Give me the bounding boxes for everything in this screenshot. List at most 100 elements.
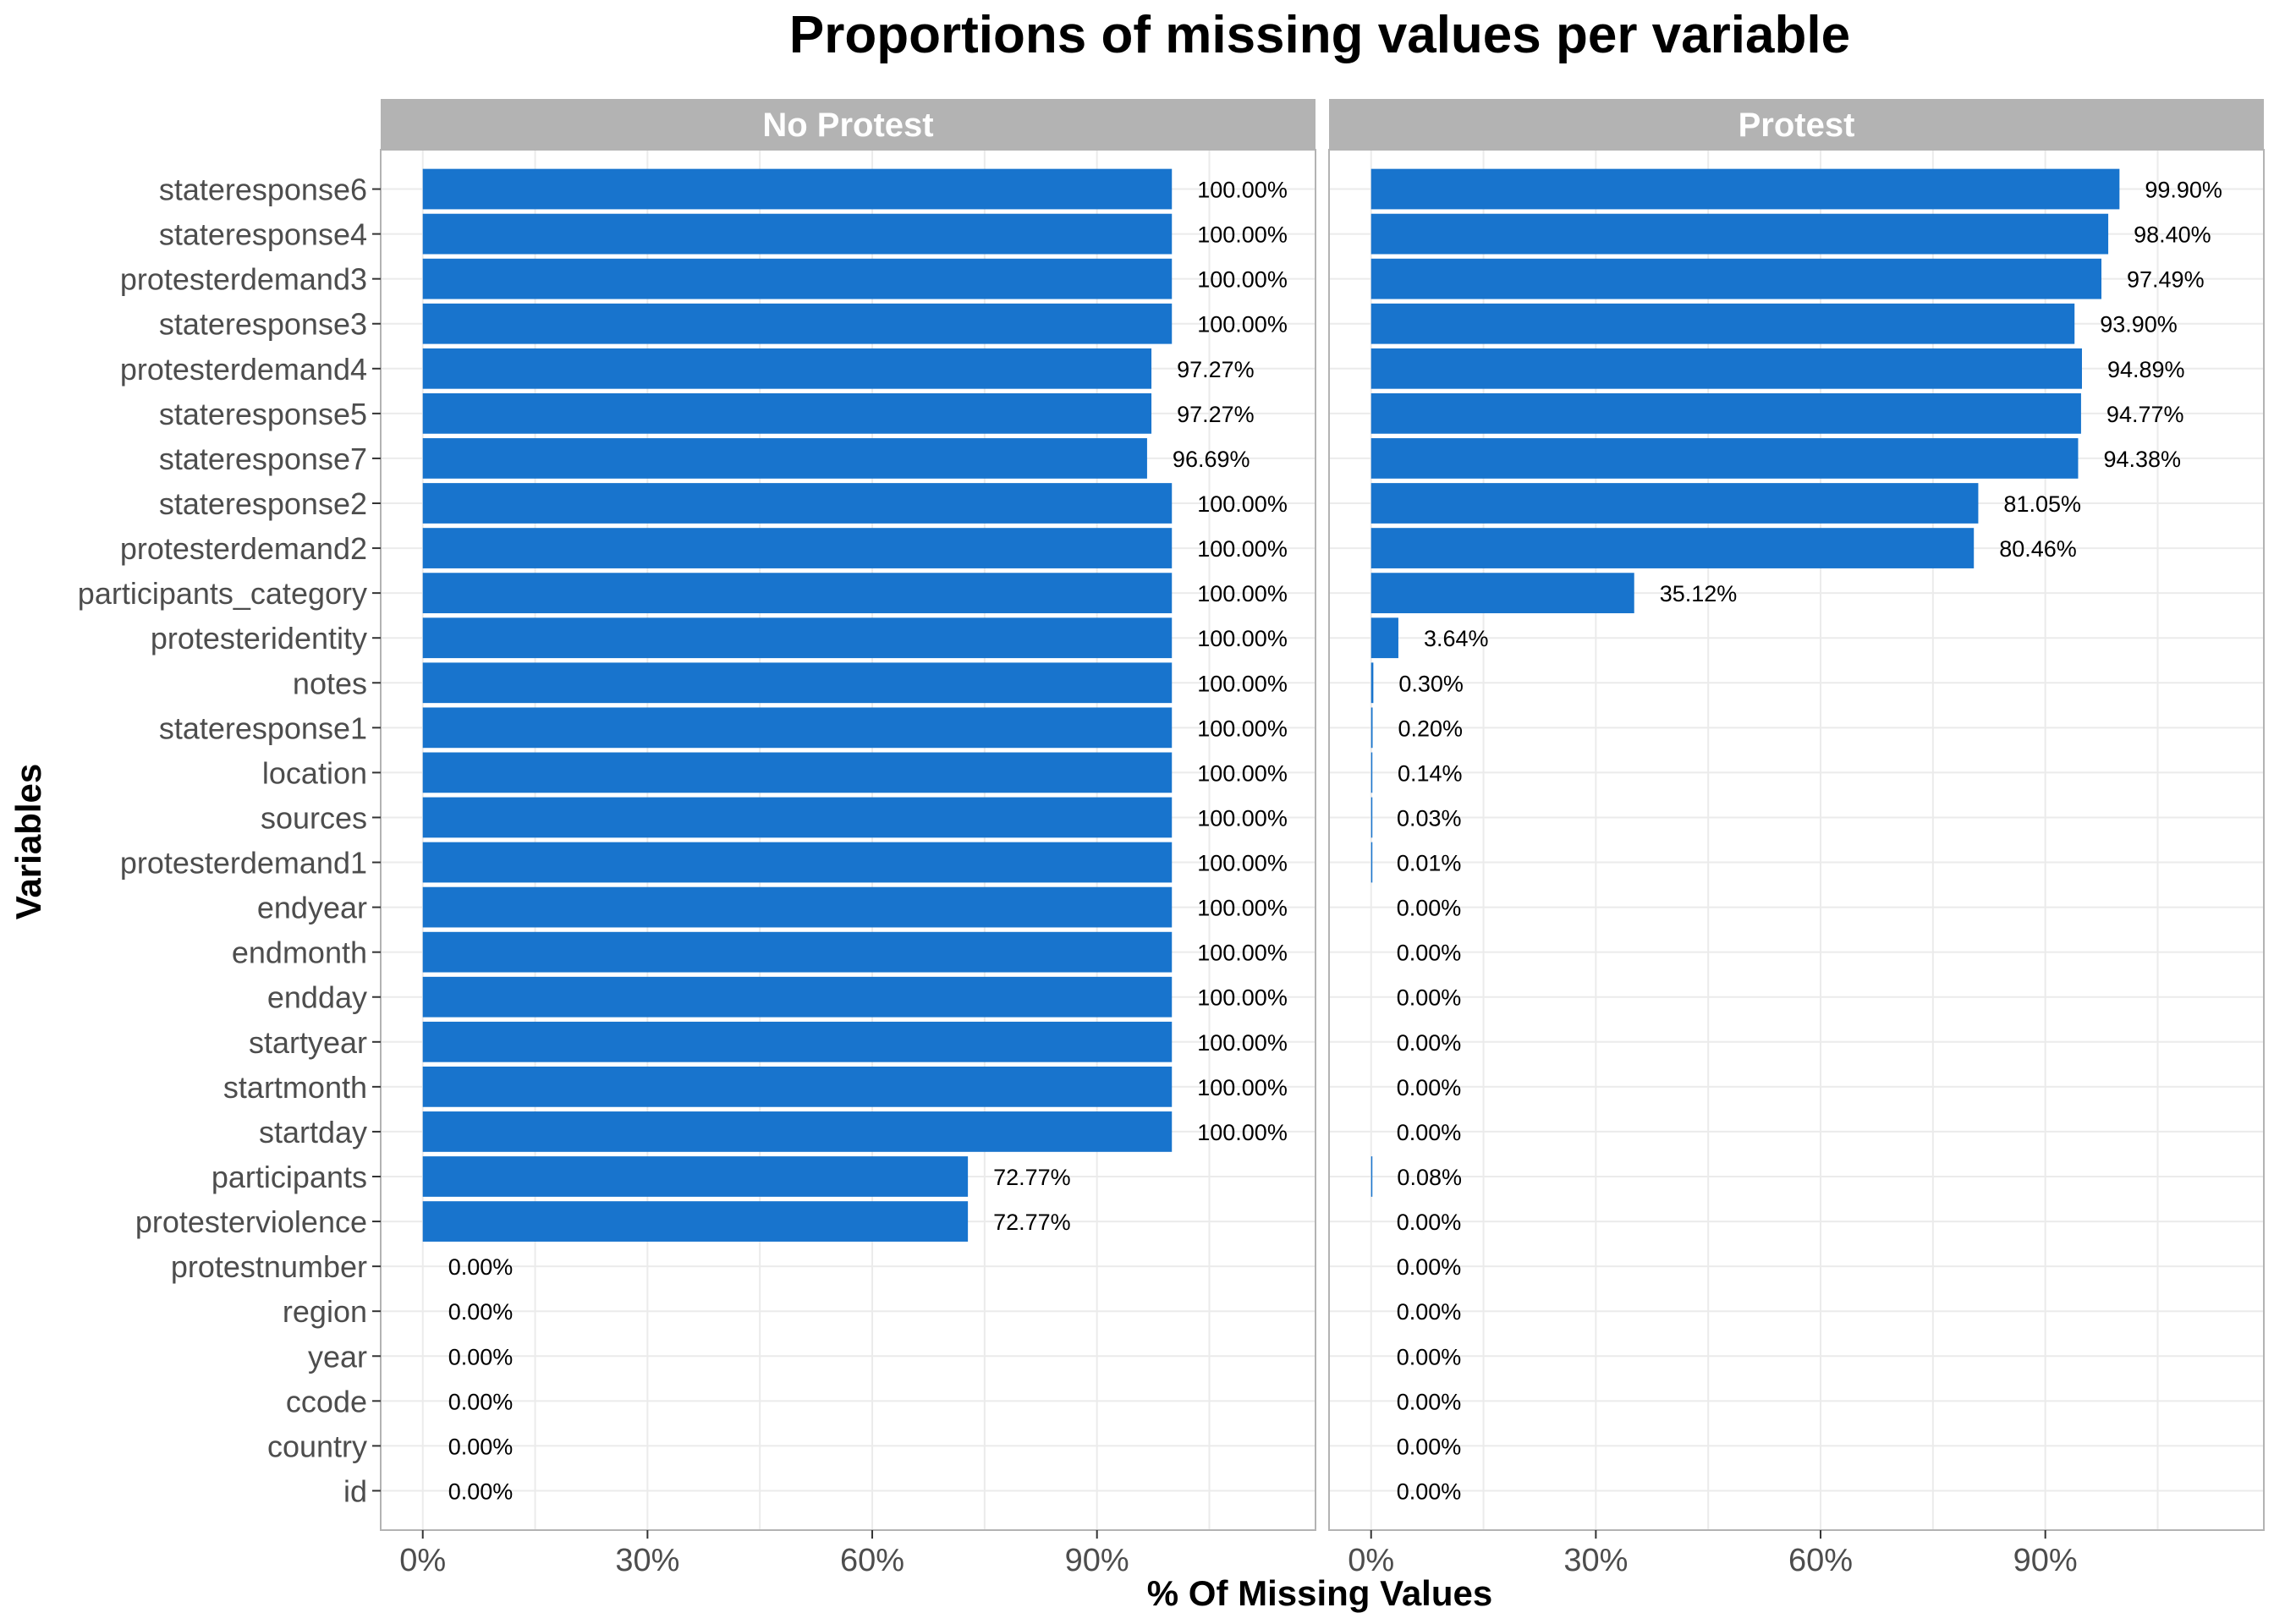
- y-tick-label-id: id: [343, 1473, 367, 1508]
- bar-endmonth: [422, 931, 1173, 973]
- data-label-startyear: 0.00%: [1397, 1030, 1462, 1056]
- data-label-participants_category: 100.00%: [1197, 581, 1288, 606]
- bar-protesterdemand3: [1370, 258, 2102, 299]
- y-tick-label-protesterdemand1: protesterdemand1: [120, 846, 367, 881]
- bar-stateresponse4: [1370, 213, 2109, 255]
- y-tick-label-location: location: [262, 755, 367, 790]
- y-tick-label-year: year: [308, 1339, 367, 1374]
- y-tick-label-participants_category: participants_category: [78, 576, 367, 611]
- bar-stateresponse5: [422, 392, 1152, 434]
- bar-protesterdemand2: [1370, 528, 1975, 568]
- bar-stateresponse2: [1370, 483, 1979, 524]
- data-label-sources: 100.00%: [1197, 805, 1288, 831]
- x-tick-label: 90%: [2013, 1543, 2078, 1578]
- data-label-ccode: 0.00%: [448, 1389, 514, 1414]
- y-tick-label-endyear: endyear: [257, 891, 367, 925]
- data-label-country: 0.00%: [448, 1434, 514, 1459]
- facet-strip-label: Protest: [1738, 107, 1855, 144]
- bar-protesterviolence: [422, 1201, 969, 1242]
- bar-stateresponse7: [422, 438, 1147, 479]
- data-label-protesterdemand1: 0.01%: [1397, 851, 1462, 876]
- data-label-stateresponse4: 100.00%: [1197, 222, 1288, 248]
- data-label-endmonth: 100.00%: [1197, 941, 1288, 966]
- data-label-region: 0.00%: [1397, 1299, 1462, 1325]
- bars: 100.00% 100.00% 100.00% 100.00% 97.27% 97.27%…: [422, 168, 1288, 1504]
- panel-protest: Protest 99.90% 98.40% 97.49% 93.90% 94.89% 94.…: [1328, 99, 2265, 1531]
- y-tick-label-country: country: [267, 1429, 367, 1463]
- data-label-endyear: 100.00%: [1197, 896, 1288, 921]
- data-label-stateresponse5: 94.77%: [2106, 402, 2184, 427]
- data-label-startmonth: 100.00%: [1197, 1075, 1288, 1100]
- data-label-protesterdemand3: 97.49%: [2127, 267, 2205, 293]
- y-tick-label-startday: startday: [259, 1115, 367, 1149]
- bar-startmonth: [422, 1066, 1173, 1107]
- bar-notes: [422, 662, 1173, 704]
- y-tick-label-stateresponse1: stateresponse1: [159, 710, 367, 745]
- data-label-stateresponse7: 96.69%: [1173, 447, 1250, 472]
- y-tick-label-participants: participants: [211, 1160, 367, 1194]
- x-tick-label: 60%: [840, 1543, 904, 1578]
- y-axis-title: Variables: [8, 764, 48, 919]
- x-axis-title: % Of Missing Values: [1147, 1573, 1492, 1613]
- data-label-stateresponse3: 93.90%: [2100, 312, 2178, 337]
- x-axis-no-protest: 0% 30% 60% 90%: [399, 1530, 1129, 1578]
- y-tick-label-stateresponse2: stateresponse2: [159, 486, 367, 521]
- data-label-protesteridentity: 100.00%: [1197, 626, 1288, 651]
- data-label-stateresponse1: 0.20%: [1398, 716, 1463, 741]
- data-label-stateresponse6: 100.00%: [1197, 178, 1288, 203]
- data-label-startyear: 100.00%: [1197, 1030, 1288, 1056]
- y-tick-label-stateresponse7: stateresponse7: [159, 442, 367, 476]
- data-label-protesterdemand4: 94.89%: [2107, 357, 2185, 382]
- bar-sources: [1370, 797, 1373, 838]
- x-tick-label: 30%: [1563, 1543, 1628, 1578]
- data-label-notes: 100.00%: [1197, 671, 1288, 696]
- y-tick-label-protesteridentity: protesteridentity: [151, 621, 367, 656]
- bar-stateresponse1: [422, 707, 1173, 749]
- data-label-stateresponse4: 98.40%: [2134, 222, 2211, 248]
- data-label-stateresponse5: 97.27%: [1177, 402, 1255, 427]
- data-label-stateresponse2: 81.05%: [2003, 491, 2081, 517]
- bar-stateresponse4: [422, 213, 1173, 255]
- bar-location: [422, 752, 1173, 793]
- chart-title: Proportions of missing values per variab…: [789, 6, 1850, 64]
- data-label-protesterviolence: 0.00%: [1397, 1210, 1462, 1235]
- data-label-protesterdemand2: 100.00%: [1197, 536, 1288, 562]
- bar-protesterdemand2: [422, 528, 1173, 568]
- data-label-stateresponse3: 100.00%: [1197, 312, 1288, 337]
- y-tick-label-stateresponse6: stateresponse6: [159, 173, 367, 207]
- data-label-protesterdemand1: 100.00%: [1197, 851, 1288, 876]
- bars: 99.90% 98.40% 97.49% 93.90% 94.89% 94.77% 94.3…: [1370, 168, 2222, 1504]
- facet-strip: [1329, 99, 2264, 150]
- bar-stateresponse2: [422, 483, 1173, 524]
- bar-protesterdemand1: [1370, 842, 1373, 883]
- bar-sources: [422, 797, 1173, 838]
- bar-stateresponse3: [1370, 303, 2075, 344]
- bar-participants_category: [422, 573, 1173, 614]
- data-label-notes: 0.30%: [1398, 671, 1464, 696]
- bar-protesterdemand4: [1370, 348, 2082, 389]
- bar-participants: [1370, 1156, 1373, 1197]
- data-label-endmonth: 0.00%: [1397, 941, 1462, 966]
- x-axis-protest: 0% 30% 60% 90%: [1348, 1530, 2078, 1578]
- data-label-endday: 0.00%: [1397, 985, 1462, 1011]
- y-tick-label-sources: sources: [261, 800, 367, 835]
- data-label-location: 100.00%: [1197, 760, 1288, 786]
- y-tick-label-ccode: ccode: [286, 1384, 367, 1418]
- data-label-startday: 0.00%: [1397, 1120, 1462, 1145]
- data-label-country: 0.00%: [1397, 1434, 1462, 1459]
- bar-stateresponse5: [1370, 392, 2081, 434]
- y-tick-label-region: region: [283, 1294, 367, 1329]
- data-label-protesterviolence: 72.77%: [993, 1210, 1071, 1235]
- bar-endyear: [422, 886, 1173, 928]
- bar-protesteridentity: [422, 617, 1173, 659]
- x-tick-label: 60%: [1788, 1543, 1853, 1578]
- data-label-year: 0.00%: [448, 1344, 514, 1369]
- bar-participants_category: [1370, 573, 1634, 614]
- bar-protesteridentity: [1370, 617, 1398, 659]
- y-axis: stateresponse6 stateresponse4 protesterdem…: [78, 173, 381, 1508]
- bar-protesterdemand3: [422, 258, 1173, 299]
- panel-no-protest: No Protest 100.00% 100.00% 100.00% 100.00% 97…: [380, 99, 1316, 1531]
- y-tick-label-startyear: startyear: [249, 1025, 367, 1060]
- x-tick-label: 30%: [615, 1543, 679, 1578]
